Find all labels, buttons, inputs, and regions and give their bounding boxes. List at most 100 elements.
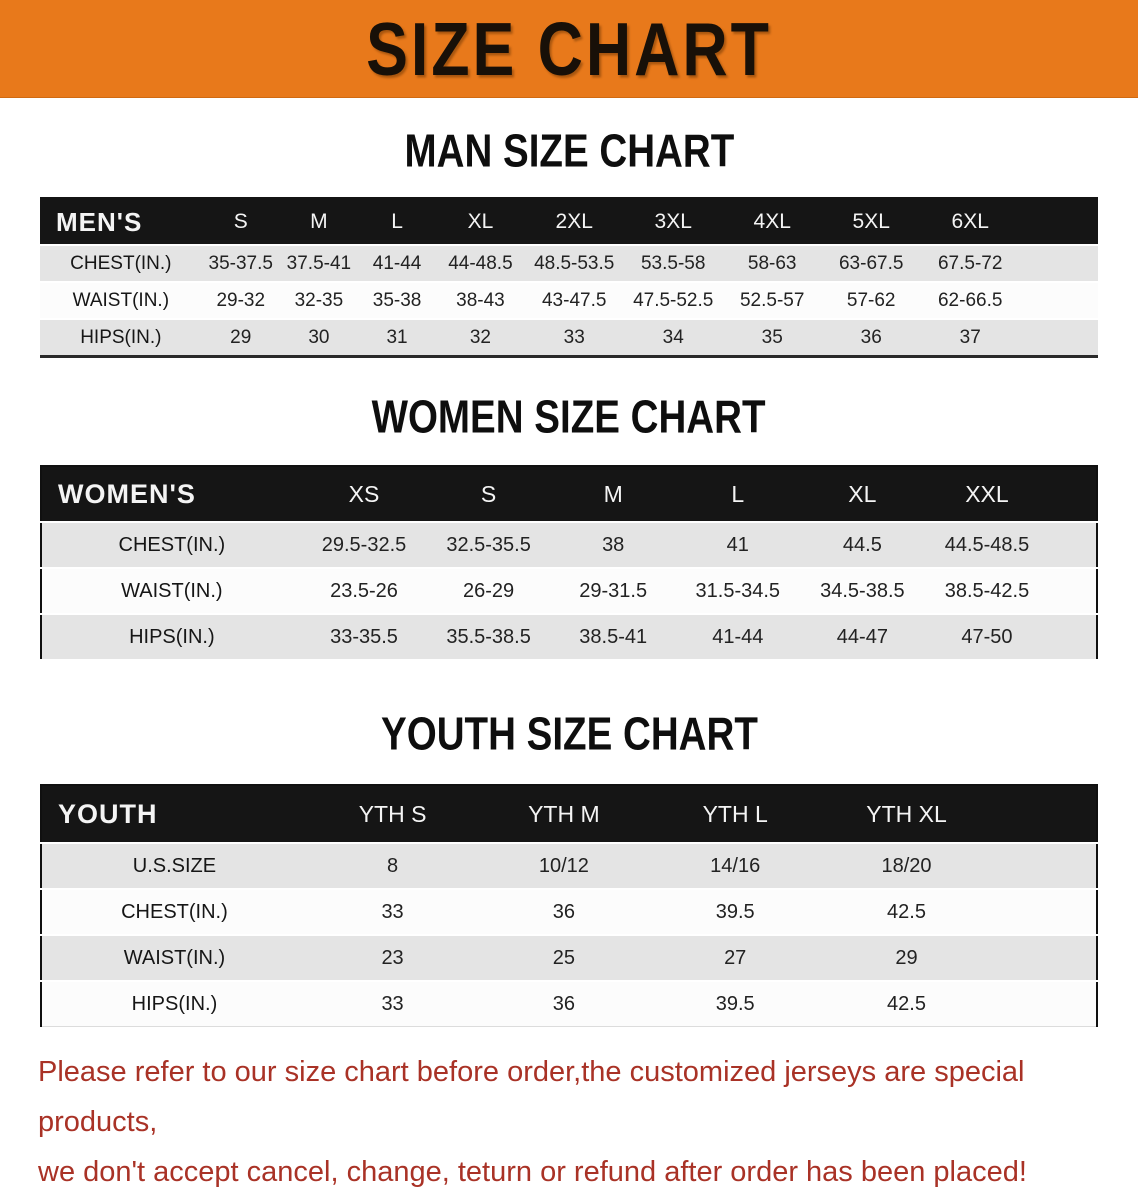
measurement-value: 34.5-38.5: [800, 567, 925, 614]
row-filler: [992, 842, 1097, 889]
youth-size-table: YOUTH YTH S YTH M YTH L YTH XL U.S.SIZE 8 10/12…: [0, 784, 1138, 1027]
measurement-value: 37: [920, 318, 1020, 357]
measurement-value: 30: [279, 318, 358, 357]
measurement-value: 57-62: [821, 281, 921, 319]
measurement-value: 10/12: [478, 842, 650, 889]
measurement-value: 14/16: [649, 842, 821, 889]
men-size-table: MEN'S S M L XL 2XL 3XL 4XL 5XL 6XL CHEST(IN.) 35-37…: [0, 197, 1138, 358]
measurement-value: 47.5-52.5: [623, 281, 723, 319]
measurement-value: 32.5-35.5: [426, 521, 551, 568]
measurement-value: 42.5: [820, 980, 993, 1027]
measurement-row: CHEST(IN.) 33 36 39.5 42.5: [41, 888, 1097, 935]
measurement-value: 47-50: [924, 613, 1050, 659]
measurement-value: 23.5-26: [301, 567, 427, 614]
measurement-value: 38: [550, 521, 676, 568]
measurement-value: 27: [649, 934, 821, 981]
women-section-heading: WOMEN SIZE CHART: [372, 391, 766, 443]
table-corner-label: WOMEN'S: [41, 466, 302, 522]
measurement-row: WAIST(IN.) 23.5-26 26-29 29-31.5 31.5-34.5 34…: [41, 567, 1097, 614]
measurement-value: 29: [201, 318, 280, 357]
measurement-row: WAIST(IN.) 23 25 27 29: [41, 934, 1097, 981]
measurement-value: 29-32: [201, 281, 280, 319]
disclaimer-line-2: we don't accept cancel, change, teturn o…: [38, 1156, 1027, 1188]
measurement-value: 37.5-41: [279, 244, 358, 282]
measurement-value: 29-31.5: [550, 567, 676, 614]
row-filler: [992, 980, 1097, 1027]
measurement-value: 26-29: [426, 567, 551, 614]
measurement-value: 31.5-34.5: [675, 567, 801, 614]
measurement-value: 35: [722, 318, 822, 357]
measurement-row: HIPS(IN.) 33-35.5 35.5-38.5 38.5-41 41-44 44-…: [41, 613, 1097, 659]
measurement-value: 58-63: [722, 244, 822, 282]
measurement-label: WAIST(IN.): [41, 934, 307, 981]
measurement-row: WAIST(IN.) 29-32 32-35 35-38 38-43 43-47.5 47.…: [40, 281, 1098, 319]
row-filler: [1019, 244, 1098, 282]
row-filler: [1019, 281, 1098, 319]
measurement-label: CHEST(IN.): [40, 244, 202, 282]
measurement-value: 38.5-41: [550, 613, 676, 659]
men-section-heading: MAN SIZE CHART: [404, 125, 734, 177]
size-column-header: 4XL: [722, 198, 822, 245]
measurement-value: 18/20: [820, 842, 993, 889]
measurement-value: 35.5-38.5: [426, 613, 551, 659]
measurement-value: 33: [306, 980, 479, 1027]
measurement-row: HIPS(IN.) 29 30 31 32 33 34 35 36 37: [40, 318, 1098, 357]
measurement-value: 39.5: [649, 888, 821, 935]
youth-section-heading: YOUTH SIZE CHART: [380, 708, 758, 760]
measurement-value: 44-48.5: [436, 244, 525, 282]
header-filler: [1049, 466, 1097, 522]
measurement-value: 67.5-72: [920, 244, 1020, 282]
measurement-value: 29: [820, 934, 993, 981]
row-filler: [992, 934, 1097, 981]
size-column-header: 3XL: [623, 198, 723, 245]
row-filler: [1049, 521, 1097, 568]
women-size-table: WOMEN'S XS S M L XL XXL CHEST(IN.) 29.5-32.5 32.5…: [0, 465, 1138, 659]
measurement-value: 32-35: [279, 281, 358, 319]
size-column-header: XS: [301, 466, 427, 522]
measurement-value: 44.5-48.5: [924, 521, 1050, 568]
size-header-row: YOUTH YTH S YTH M YTH L YTH XL: [41, 785, 1097, 843]
size-chart-banner: SIZE CHART: [0, 0, 1138, 98]
header-filler: [1019, 198, 1098, 245]
size-column-header: 2XL: [524, 198, 624, 245]
measurement-label: HIPS(IN.): [41, 613, 302, 659]
measurement-value: 25: [478, 934, 650, 981]
measurement-value: 38-43: [436, 281, 525, 319]
row-filler: [1049, 613, 1097, 659]
measurement-value: 33: [306, 888, 479, 935]
measurement-value: 43-47.5: [524, 281, 624, 319]
measurement-label: WAIST(IN.): [40, 281, 202, 319]
measurement-value: 35-37.5: [201, 244, 280, 282]
measurement-label: CHEST(IN.): [41, 521, 302, 568]
measurement-value: 39.5: [649, 980, 821, 1027]
measurement-value: 42.5: [820, 888, 993, 935]
measurement-value: 53.5-58: [623, 244, 723, 282]
measurement-label: WAIST(IN.): [41, 567, 302, 614]
measurement-value: 44-47: [800, 613, 925, 659]
size-column-header: L: [357, 198, 437, 245]
size-column-header: 6XL: [920, 198, 1020, 245]
measurement-value: 63-67.5: [821, 244, 921, 282]
measurement-label: U.S.SIZE: [41, 842, 307, 889]
size-column-header: L: [675, 466, 801, 522]
measurement-value: 33-35.5: [301, 613, 427, 659]
measurement-value: 41-44: [357, 244, 437, 282]
size-column-header: S: [201, 198, 280, 245]
measurement-value: 23: [306, 934, 479, 981]
measurement-value: 36: [478, 980, 650, 1027]
measurement-value: 48.5-53.5: [524, 244, 624, 282]
table-corner-label: YOUTH: [41, 785, 307, 843]
size-header-row: WOMEN'S XS S M L XL XXL: [41, 466, 1097, 522]
measurement-value: 41: [675, 521, 801, 568]
measurement-value: 38.5-42.5: [924, 567, 1050, 614]
measurement-label: CHEST(IN.): [41, 888, 307, 935]
measurement-row: CHEST(IN.) 35-37.5 37.5-41 41-44 44-48.5 48.5…: [40, 244, 1098, 282]
measurement-value: 29.5-32.5: [301, 521, 427, 568]
measurement-value: 41-44: [675, 613, 801, 659]
banner-title: SIZE CHART: [366, 6, 772, 91]
table-corner-label: MEN'S: [40, 198, 202, 245]
size-column-header: XXL: [924, 466, 1050, 522]
size-column-header: XL: [800, 466, 925, 522]
size-column-header: M: [550, 466, 676, 522]
measurement-row: U.S.SIZE 8 10/12 14/16 18/20: [41, 842, 1097, 889]
